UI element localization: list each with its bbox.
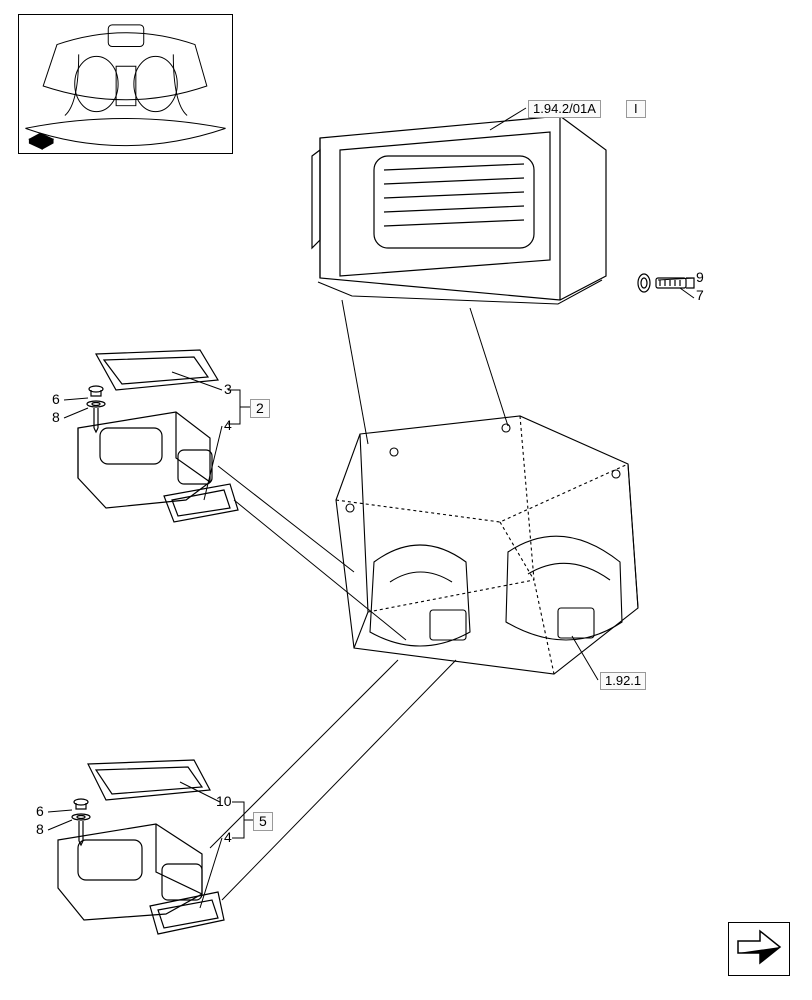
upper-screw-sketch — [86, 384, 106, 432]
callout-2: 2 — [250, 399, 270, 418]
ref-roof-assembly-suffix: I — [626, 100, 646, 118]
thumbnail-box — [18, 14, 233, 154]
callout-3: 3 — [224, 382, 232, 396]
cab-frame-sketch — [320, 412, 650, 682]
lower-vent-sketch — [44, 760, 229, 935]
callout-10: 10 — [216, 794, 232, 808]
callout-6b: 6 — [36, 804, 44, 818]
roof-panel-sketch — [310, 110, 610, 310]
callout-4a: 4 — [224, 418, 232, 432]
callout-6a: 6 — [52, 392, 60, 406]
diagram-stage: 1.94.2/01A I 1.92.1 2 5 3 4 6 8 10 4 6 8… — [0, 0, 812, 1000]
callout-9: 9 — [696, 270, 704, 284]
callout-8a: 8 — [52, 410, 60, 424]
callout-7: 7 — [696, 288, 704, 302]
ref-roof-assembly: 1.94.2/01A — [528, 100, 601, 118]
thumbnail-sketch — [19, 15, 232, 153]
ref-cab-frame: 1.92.1 — [600, 672, 646, 690]
next-page-icon[interactable] — [728, 922, 790, 976]
upper-vent-sketch — [60, 350, 245, 525]
callout-5: 5 — [253, 812, 273, 831]
callout-8b: 8 — [36, 822, 44, 836]
bolt-washer-sketch — [636, 270, 698, 296]
lower-screw-sketch — [71, 797, 91, 845]
callout-4b: 4 — [224, 830, 232, 844]
